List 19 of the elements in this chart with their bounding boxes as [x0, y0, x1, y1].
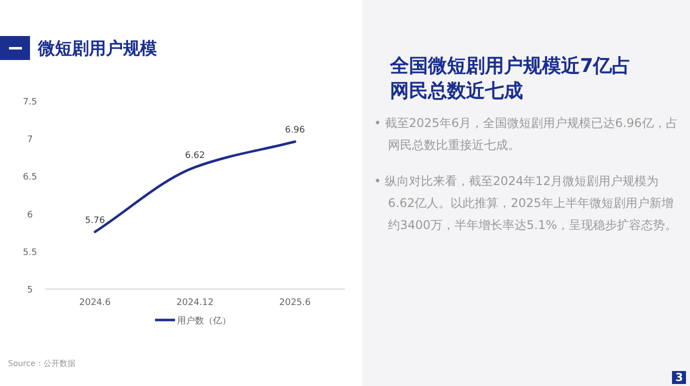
source-note: Source：公开数据	[8, 359, 76, 368]
y-tick-label: 7	[27, 135, 33, 146]
x-tick-label: 2024.6	[79, 298, 112, 308]
data-label: 5.76	[84, 216, 106, 226]
legend-label: 用户数（亿）	[177, 316, 231, 326]
text: • 纵向对比来看，截至2024年12月微短剧用户规模为6.62亿人。以此推算，2025年上半年微短剧用户新增约3400万，半年增长率达5.1%，呈现稳步扩容态势。	[374, 173, 678, 234]
data-label: 6.96	[284, 126, 306, 136]
data-label: 6.62	[184, 151, 206, 162]
text: • 截至2025年6月，全国微短剧用户规模已达6.96亿，占网民总数比重接近七成。	[374, 115, 678, 154]
text: 全国微短剧用户规模近7亿占网民总数近七成	[390, 54, 632, 104]
y-tick-label: 7.5	[22, 98, 38, 108]
y-tick-label: 5	[27, 286, 33, 296]
text: 3	[672, 371, 686, 384]
x-tick-label: 2025.6	[279, 298, 312, 308]
x-tick-label: 2024.12	[176, 298, 214, 308]
y-tick-label: 6	[27, 210, 34, 220]
chart-title: 微短剧用户规模	[37, 39, 157, 59]
y-tick-label: 5.5	[22, 248, 38, 258]
y-tick-label: 6.5	[22, 172, 38, 183]
